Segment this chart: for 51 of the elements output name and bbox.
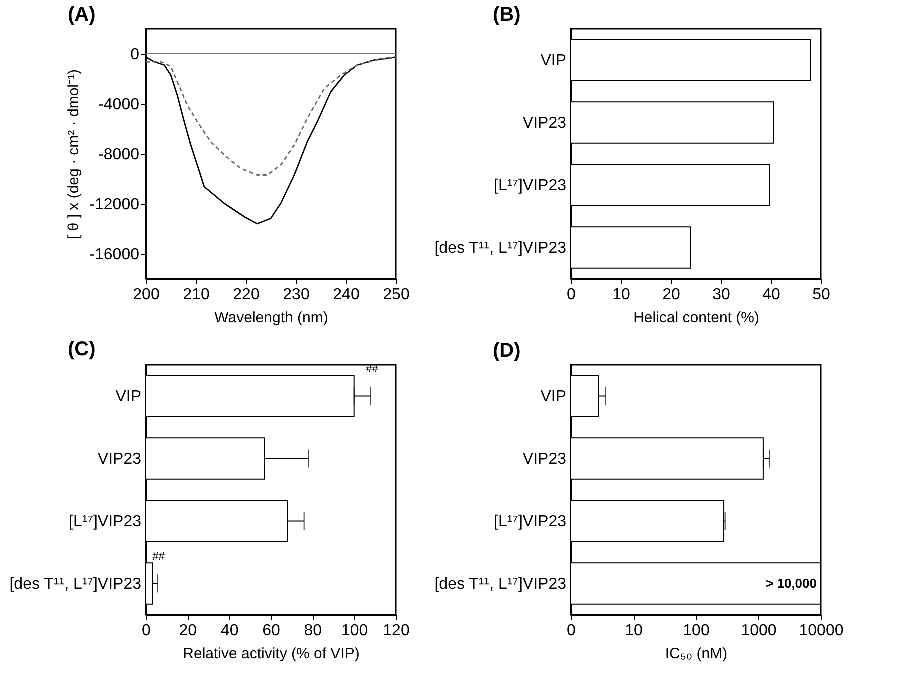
y-tick-label: 0 (130, 46, 140, 64)
x-tick-label: 60 (262, 622, 280, 640)
chart-title: (B) (493, 4, 521, 26)
x-tick-label: 40 (762, 286, 780, 304)
x-tick-label: 220 (233, 286, 260, 304)
y-axis-title: [ θ ] x (deg · cm² · dmol⁻¹) (66, 69, 83, 240)
y-tick-label: VIP (540, 52, 566, 70)
x-tick-label: 10 (625, 622, 643, 640)
x-tick-label: 20 (179, 622, 198, 640)
x-axis-title: Relative activity (% of VIP) (183, 646, 360, 662)
x-axis-title: Helical content (%) (634, 310, 760, 326)
y-tick-label: [des T¹¹, L¹⁷]VIP23 (434, 240, 567, 257)
x-tick-label: 230 (283, 286, 310, 304)
x-tick-label: 40 (220, 622, 239, 640)
x-tick-label: 100 (683, 622, 710, 640)
y-tick-label: VIP23 (98, 450, 142, 468)
chart-title: (D) (493, 340, 521, 362)
y-tick-label: [L¹⁷]VIP23 (69, 513, 142, 530)
chart-title: (C) (68, 338, 96, 360)
x-tick-label: 240 (333, 286, 360, 304)
x-tick-label: 30 (712, 286, 730, 304)
y-tick-label: [des T¹¹, L¹⁷]VIP23 (434, 576, 567, 593)
y-tick-label: VIP (540, 388, 566, 406)
x-tick-label: 20 (662, 286, 680, 304)
chart-title: (A) (68, 4, 96, 26)
x-tick-label: 50 (812, 286, 830, 304)
annotation: ## (152, 550, 166, 563)
y-tick-label: -12000 (90, 196, 140, 214)
x-tick-label: 80 (304, 622, 322, 640)
x-tick-label: 100 (341, 622, 368, 640)
x-tick-label: 200 (133, 286, 160, 304)
y-tick-label: -4000 (98, 96, 140, 114)
y-tick-label: -8000 (98, 146, 140, 164)
y-tick-label: [L¹⁷]VIP23 (494, 513, 567, 530)
x-tick-label: 250 (383, 286, 410, 304)
y-tick-label: VIP (116, 388, 142, 406)
y-tick-label: VIP23 (522, 450, 567, 468)
data-label: > 10,000 (766, 576, 817, 591)
x-tick-label: 120 (383, 622, 410, 640)
y-tick-label: VIP23 (522, 114, 567, 132)
x-tick-label: 10000 (799, 622, 844, 640)
annotation: ## (366, 363, 379, 376)
y-tick-label: [des T¹¹, L¹⁷]VIP23 (10, 576, 142, 593)
x-tick-label: 10 (612, 286, 630, 304)
y-tick-label: [L¹⁷]VIP23 (494, 177, 567, 194)
y-tick-label: -16000 (90, 246, 140, 264)
x-tick-label: 1000 (741, 622, 777, 640)
x-axis-title: Wavelength (nm) (214, 310, 328, 326)
line-series (145, 56, 397, 176)
x-tick-label: 210 (183, 286, 210, 304)
x-axis-title: IC₅₀ (nM) (665, 646, 728, 662)
